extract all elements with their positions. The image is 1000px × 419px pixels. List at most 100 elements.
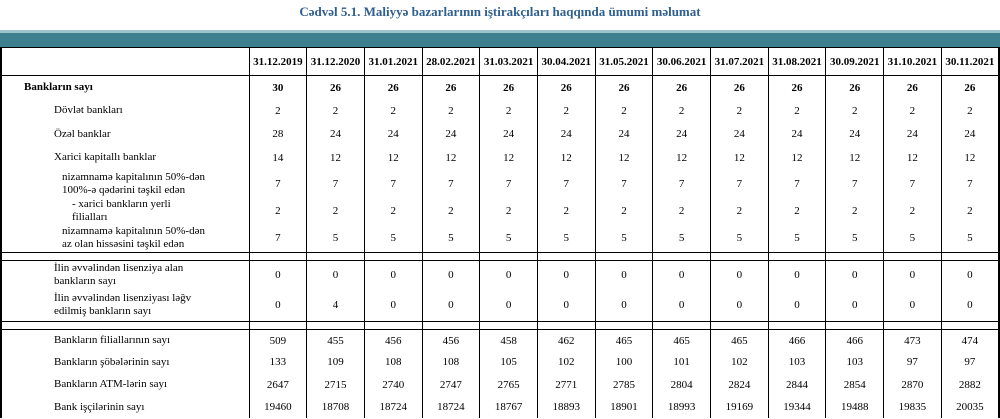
column-header: 31.12.2020 <box>306 47 365 76</box>
value-cell: 2 <box>767 99 826 122</box>
value-cell: 2 <box>710 99 769 122</box>
table-title: Cədvəl 5.1. Maliyyə bazarlarının iştirak… <box>299 4 701 19</box>
value-cell: 2 <box>940 99 1000 122</box>
value-cell: 0 <box>536 260 596 289</box>
value-cell: 2715 <box>306 373 365 396</box>
value-cell: 105 <box>479 351 538 373</box>
value-cell: 2 <box>883 198 942 224</box>
separator-cell <box>883 252 942 261</box>
value-cell: 5 <box>536 224 596 253</box>
data-row: Bankların sayı 30 26 26 26 26 26 26 26 26 26 26 26 26 <box>0 75 1000 99</box>
value-cell: 26 <box>767 75 826 99</box>
value-cell: 0 <box>594 289 653 322</box>
header-cell <box>0 47 249 76</box>
value-cell: 2 <box>594 198 653 224</box>
value-cell: 0 <box>940 289 1000 322</box>
value-cell: 2 <box>479 99 538 122</box>
value-cell: 26 <box>306 75 365 99</box>
separator-cell <box>248 321 307 330</box>
value-cell: 2 <box>594 99 653 122</box>
value-cell: 0 <box>306 260 365 289</box>
value-cell: 2 <box>363 99 423 122</box>
separator-cell <box>710 252 769 261</box>
value-cell: 26 <box>536 75 596 99</box>
value-cell: 24 <box>767 122 826 146</box>
value-cell: 12 <box>479 146 538 169</box>
separator-cell <box>767 321 826 330</box>
separator-cell <box>479 252 538 261</box>
column-header: 28.02.2021 <box>421 47 480 76</box>
value-cell: 7 <box>306 169 365 198</box>
value-cell: 2 <box>652 99 711 122</box>
value-cell: 2 <box>940 198 1000 224</box>
column-header: 31.07.2021 <box>710 47 769 76</box>
data-row: Bankların filiallarının sayı 509 455 456 456… <box>0 329 1000 351</box>
value-cell: 7 <box>421 169 480 198</box>
column-header: 31.03.2021 <box>479 47 538 76</box>
value-cell: 7 <box>883 169 942 198</box>
row-label: Bankların şöbələrinin sayı <box>0 351 249 373</box>
data-row: - xarici bankların yerli filialları 2 2 2 2 2… <box>0 198 1000 224</box>
value-cell: 2 <box>306 198 365 224</box>
value-cell: 5 <box>652 224 711 253</box>
separator-cell <box>767 252 826 261</box>
value-cell: 26 <box>710 75 769 99</box>
value-cell: 2 <box>363 198 423 224</box>
column-header: 31.10.2021 <box>883 47 942 76</box>
value-cell: 2 <box>767 198 826 224</box>
value-cell: 12 <box>767 146 826 169</box>
value-cell: 28 <box>248 122 307 146</box>
value-cell: 5 <box>421 224 480 253</box>
separator-cell <box>421 252 480 261</box>
value-cell: 5 <box>883 224 942 253</box>
value-cell: 0 <box>594 260 653 289</box>
data-row: Dövlət bankları 2 2 2 2 2 2 2 2 2 2 2 2 2 <box>0 99 1000 122</box>
row-label: nizamnamə kapitalının 50%-dən az olan hi… <box>0 224 249 253</box>
value-cell: 102 <box>536 351 596 373</box>
value-cell: 0 <box>479 289 538 322</box>
value-cell: 24 <box>536 122 596 146</box>
separator-cell <box>594 321 653 330</box>
value-cell: 0 <box>825 260 884 289</box>
value-cell: 2 <box>306 99 365 122</box>
column-header: 30.04.2021 <box>536 47 596 76</box>
value-cell: 2882 <box>940 373 1000 396</box>
separator-cell <box>710 321 769 330</box>
data-row: Xarici kapitallı banklar 14 12 12 12 12 12 12 12… <box>0 146 1000 169</box>
value-cell: 26 <box>363 75 423 99</box>
data-row: Bankların şöbələrinin sayı 133 109 108 108 10… <box>0 351 1000 373</box>
value-cell: 109 <box>306 351 365 373</box>
separator-cell <box>652 321 711 330</box>
column-header: 31.01.2021 <box>363 47 423 76</box>
separator-cell <box>594 252 653 261</box>
separator-cell <box>536 321 596 330</box>
value-cell: 2771 <box>536 373 596 396</box>
value-cell: 20035 <box>940 396 1000 418</box>
separator-cell <box>825 321 884 330</box>
value-cell: 466 <box>767 329 826 351</box>
separator-cell <box>825 252 884 261</box>
value-cell: 465 <box>652 329 711 351</box>
value-cell: 26 <box>421 75 480 99</box>
value-cell: 0 <box>710 289 769 322</box>
value-cell: 2 <box>652 198 711 224</box>
row-label: İlin əvvəlindən lisenziyası ləğv edilmiş… <box>0 289 249 322</box>
value-cell: 18893 <box>536 396 596 418</box>
value-cell: 2 <box>883 99 942 122</box>
value-cell: 7 <box>710 169 769 198</box>
value-cell: 2824 <box>710 373 769 396</box>
section-separator <box>0 252 1000 261</box>
value-cell: 2804 <box>652 373 711 396</box>
value-cell: 12 <box>363 146 423 169</box>
row-label: - xarici bankların yerli filialları <box>0 198 249 224</box>
value-cell: 30 <box>248 75 307 99</box>
value-cell: 473 <box>883 329 942 351</box>
value-cell: 4 <box>306 289 365 322</box>
value-cell: 2785 <box>594 373 653 396</box>
header-band <box>0 30 1000 47</box>
value-cell: 0 <box>652 260 711 289</box>
value-cell: 2 <box>710 198 769 224</box>
value-cell: 2 <box>421 198 480 224</box>
row-label: Bankların ATM-lərin sayı <box>0 373 249 396</box>
value-cell: 26 <box>652 75 711 99</box>
